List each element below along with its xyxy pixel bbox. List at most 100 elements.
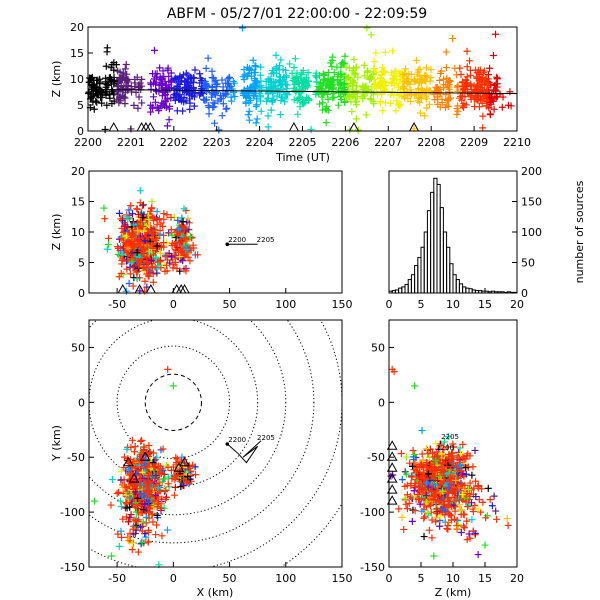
p1-source-point: [404, 78, 412, 86]
p1-source-point: [160, 73, 168, 81]
p4-source-point: [138, 436, 146, 444]
p4-source-point: [129, 539, 137, 547]
p2-source-point: [180, 224, 188, 232]
p2-source-point: [182, 236, 190, 244]
p2-source-point: [167, 213, 175, 221]
p2-source-point: [127, 231, 135, 239]
p2-source-point: [145, 269, 153, 277]
p1-source-point: [440, 84, 448, 92]
p1-source-point: [127, 83, 135, 91]
p4-source-point: [155, 500, 163, 508]
p4-source-point: [148, 510, 156, 518]
p5-source-point: [417, 486, 425, 494]
p5-source-point: [428, 449, 436, 457]
p1-source-point: [252, 119, 260, 127]
p1-source-point: [457, 71, 465, 79]
p1-source-point: [350, 55, 358, 63]
p1-source-point: [370, 57, 378, 65]
p2-source-point: [152, 236, 160, 244]
p1-source-point: [98, 93, 106, 101]
p1-source-point: [472, 73, 480, 81]
p1-source-point: [341, 52, 349, 60]
p1-source-point: [451, 64, 459, 72]
p1-source-point: [462, 82, 470, 90]
p5-source-point: [450, 443, 458, 451]
p1-source-point: [362, 111, 370, 119]
p4-extra-point: [169, 382, 177, 390]
p5-source-point: [459, 440, 467, 448]
p1-source-point: [245, 64, 253, 72]
p4-source-point: [141, 500, 149, 508]
p5-source-point: [397, 449, 405, 457]
p5-axes: 0 5 10 15 20 -150 -100 -50 0 50: [360, 341, 524, 585]
p2-source-point: [157, 219, 165, 227]
p1-source-point: [102, 91, 110, 99]
p2-source-point: [153, 221, 161, 229]
p2-source-point: [168, 231, 176, 239]
p2-source-point: [120, 222, 128, 230]
p4-source-point: [152, 482, 160, 490]
p1-source-point: [417, 85, 425, 93]
p2-source-point: [139, 223, 147, 231]
p1-source-point: [486, 64, 494, 72]
p1-source-point: [472, 83, 480, 91]
p1-source-point: [304, 69, 312, 77]
p1-source-point: [257, 81, 265, 89]
p1-source-point: [156, 64, 164, 72]
p4-source-point: [132, 504, 140, 512]
p1-source-point: [208, 93, 216, 101]
p4-source-point: [159, 445, 167, 453]
p1-source-point: [218, 76, 226, 84]
p5-source-point: [462, 464, 470, 472]
p1-source-point: [379, 107, 387, 115]
p1-source-point: [204, 102, 212, 110]
p1-source-point: [245, 107, 253, 115]
p5-station-marker: [386, 462, 398, 472]
p4-source-point: [144, 538, 152, 546]
p1-source-point: [276, 111, 284, 119]
p1-outlier-point: [286, 60, 294, 68]
p1-source-point: [388, 79, 396, 87]
p4-frame: [88, 319, 343, 568]
p1-points: [84, 24, 515, 134]
range-ring: [89, 320, 342, 567]
p2-y-tick-label: 15: [71, 196, 85, 209]
p1-axes: 2200 2201 2202 2203 2204 2205 2206 2207 2208 2209…: [70, 21, 531, 149]
p1-source-point: [110, 77, 118, 85]
p2-source-point: [105, 234, 113, 242]
p1-source-point: [436, 76, 444, 84]
p1-source-point: [366, 76, 374, 84]
p2-source-point: [127, 250, 135, 258]
p1-source-point: [212, 76, 220, 84]
p3-x-tick-label: 15: [478, 298, 492, 311]
p4-source-point: [122, 483, 130, 491]
p2-source-point: [179, 218, 187, 226]
p1-outlier-point: [103, 44, 111, 52]
p1-source-point: [490, 105, 498, 113]
p2-axes: -50 0 50 100 150 0 5 10 15 20: [71, 165, 353, 311]
p5-station-marker: [386, 451, 398, 461]
p1-source-point: [320, 71, 328, 79]
p1-source-point: [213, 82, 221, 90]
p5-source-point: [466, 534, 474, 542]
p1-source-point: [242, 99, 250, 107]
p1-outlier-point: [238, 24, 246, 32]
p1-source-point: [499, 93, 507, 101]
p5-source-point: [465, 530, 473, 538]
p4-station-marker: [179, 456, 190, 467]
p1-source-point: [225, 73, 233, 81]
p1-source-point: [442, 91, 450, 99]
p5-source-point: [433, 448, 441, 456]
p1-source-point: [343, 93, 351, 101]
p1-source-point: [372, 49, 380, 57]
p4-source-point: [130, 500, 138, 508]
p1-outlier-point: [389, 47, 397, 55]
p5-source-point: [455, 496, 463, 504]
p1-source-point: [118, 92, 126, 100]
p3-y-tick-label: 100: [521, 226, 542, 239]
p1-x-tick-label: 2204: [246, 136, 274, 149]
p1-source-point: [414, 66, 422, 74]
p3-x-tick-label: 20: [510, 298, 524, 311]
